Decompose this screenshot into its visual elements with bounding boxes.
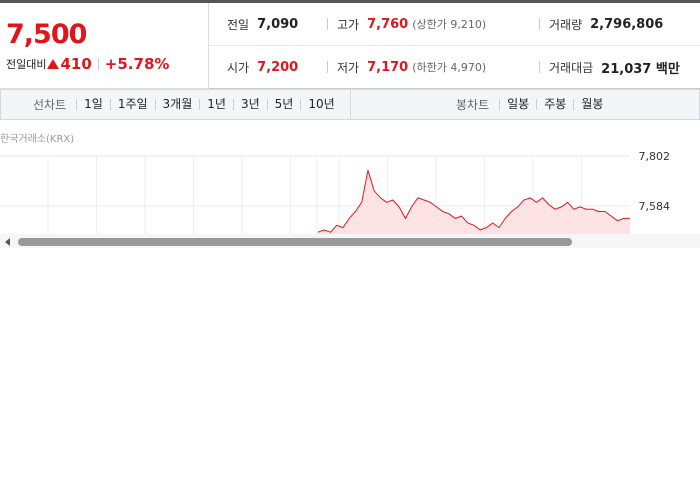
separator (539, 18, 540, 30)
candle-tab[interactable]: 일봉 (499, 98, 536, 110)
summary-value: 7,200 (257, 59, 299, 75)
chart: 7,802 7,584 (0, 150, 671, 234)
period-tab[interactable]: 1주일 (109, 98, 155, 110)
scrollbar-graphic (5, 238, 572, 246)
separator (327, 61, 328, 73)
top-bar (0, 0, 700, 3)
y-tick-label: 7,802 (639, 150, 671, 163)
summary-label: 시가 (227, 60, 250, 75)
change: 전일대비 410 +5.78% (6, 55, 169, 73)
summary-value: 21,037 백만 (601, 61, 680, 77)
summary-row: 전일 7,090 고가 7,760 (상한가 9,210) 거래량 2,796,806 (209, 3, 700, 46)
candle-tabs: 봉차트 일봉 주봉 월봉 (456, 90, 610, 119)
scrollbar[interactable] (0, 234, 700, 248)
summary-cell: 거래대금 21,037 백만 (539, 58, 680, 77)
summary-row: 시가 7,200 저가 7,170 (하한가 4,970) 거래대금 21,037 백만 (209, 46, 700, 88)
summary-label: 고가 (337, 17, 360, 32)
summary-cell: 시가 7,200 (227, 59, 298, 76)
area (318, 170, 630, 234)
candle-tab[interactable]: 주봉 (536, 98, 573, 110)
tab-group-label: 봉차트 (456, 98, 490, 112)
summary: 전일 7,090 고가 7,760 (상한가 9,210) 거래량 2,796,806 시가 7… (209, 3, 700, 89)
summary-value: 7,760 (367, 16, 409, 32)
period-tab[interactable]: 5년 (266, 98, 301, 110)
price-box: 7,500 전일대비 410 +5.78% (0, 3, 209, 89)
period-tab[interactable]: 10년 (300, 98, 341, 110)
change-value: 410 (60, 55, 92, 73)
summary-cell: 전일 7,090 (227, 16, 298, 33)
separator (539, 61, 540, 73)
summary-cell: 거래량 2,796,806 (539, 16, 664, 33)
period-tab[interactable]: 3년 (232, 98, 267, 110)
period-tab[interactable]: 3개월 (154, 98, 200, 110)
summary-cell: 저가 7,170 (하한가 4,970) (327, 59, 487, 76)
period-tab[interactable]: 1일 (76, 98, 110, 110)
source: 한국거래소(KRX) (0, 134, 75, 145)
summary-label: 저가 (337, 60, 360, 75)
summary-label: 거래대금 (549, 60, 594, 75)
tab-group-label: 선차트 (33, 98, 67, 112)
divider (350, 89, 351, 119)
summary-label: 거래량 (549, 17, 583, 32)
separator (327, 18, 328, 30)
y-tick-label: 7,584 (639, 200, 671, 213)
line-tabs: 선차트 1일 1주일 3개월 1년 3년 5년 10년 (33, 90, 342, 119)
summary-label: 전일 (227, 17, 250, 32)
price-line (317, 170, 630, 233)
current-price: 7,500 (6, 19, 87, 50)
candle-tab[interactable]: 월봉 (573, 98, 610, 110)
summary-value: 7,170 (367, 59, 409, 75)
summary-value: 7,090 (257, 16, 299, 32)
change-label: 전일대비 (6, 58, 47, 71)
up-icon (47, 59, 60, 69)
summary-note: (상한가 9,210) (412, 18, 487, 31)
change-rate: +5.78% (104, 55, 170, 73)
summary-value: 2,796,806 (590, 16, 664, 32)
summary-cell: 고가 7,760 (상한가 9,210) (327, 16, 487, 33)
period-tab[interactable]: 1년 (199, 98, 233, 110)
summary-note: (하한가 4,970) (412, 61, 487, 74)
